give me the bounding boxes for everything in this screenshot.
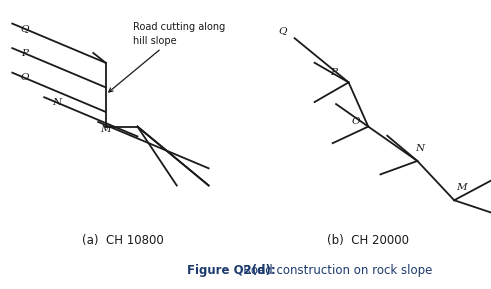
Text: P: P: [21, 49, 28, 58]
Text: O: O: [352, 117, 360, 126]
Text: (b)  CH 20000: (b) CH 20000: [327, 234, 409, 247]
Text: (a)  CH 10800: (a) CH 10800: [82, 234, 164, 247]
Text: Road construction on rock slope: Road construction on rock slope: [187, 264, 433, 277]
Text: N: N: [52, 98, 61, 107]
Text: Figure Q2(d): Road construction on rock slope: Figure Q2(d): Road construction on rock …: [110, 264, 381, 277]
Text: M: M: [100, 125, 111, 134]
Text: Q: Q: [278, 26, 287, 35]
Text: P: P: [330, 68, 337, 77]
Text: Road cutting along
hill slope: Road cutting along hill slope: [109, 22, 225, 92]
Text: N: N: [415, 144, 424, 153]
Text: M: M: [456, 184, 467, 192]
Text: Q: Q: [20, 24, 29, 33]
Text: O: O: [20, 73, 29, 82]
Text: Figure Q2(d):: Figure Q2(d):: [187, 264, 275, 277]
